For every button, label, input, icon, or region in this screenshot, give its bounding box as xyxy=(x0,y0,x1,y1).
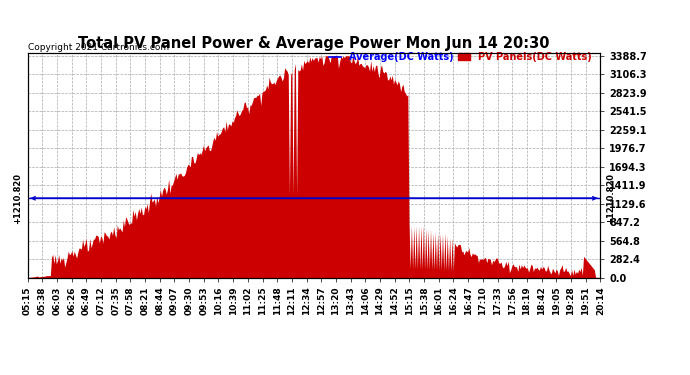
Legend: Average(DC Watts), PV Panels(DC Watts): Average(DC Watts), PV Panels(DC Watts) xyxy=(326,48,595,66)
Text: Copyright 2021 Cartronics.com: Copyright 2021 Cartronics.com xyxy=(28,44,169,52)
Text: +1210.820: +1210.820 xyxy=(606,173,615,224)
Text: +1210.820: +1210.820 xyxy=(13,173,22,224)
Title: Total PV Panel Power & Average Power Mon Jun 14 20:30: Total PV Panel Power & Average Power Mon… xyxy=(78,36,550,51)
